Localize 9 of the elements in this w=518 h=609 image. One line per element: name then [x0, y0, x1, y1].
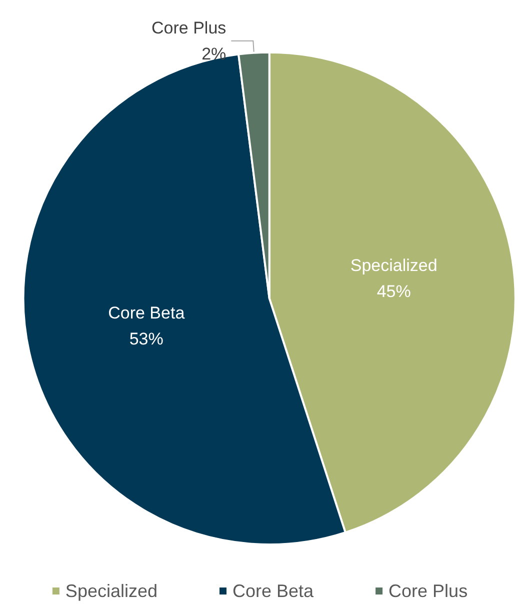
slice-label: Core Beta [108, 303, 186, 322]
slice-label: Core Plus [152, 18, 226, 38]
slice-label: Specialized [350, 256, 438, 276]
data-label: 45% [376, 282, 411, 302]
legend-label: Core Beta [232, 581, 315, 601]
legend-label: Core Plus [388, 581, 468, 601]
legend-label: Specialized [65, 581, 158, 601]
data-label: 2% [202, 44, 226, 64]
data-label: 53% [129, 329, 164, 348]
